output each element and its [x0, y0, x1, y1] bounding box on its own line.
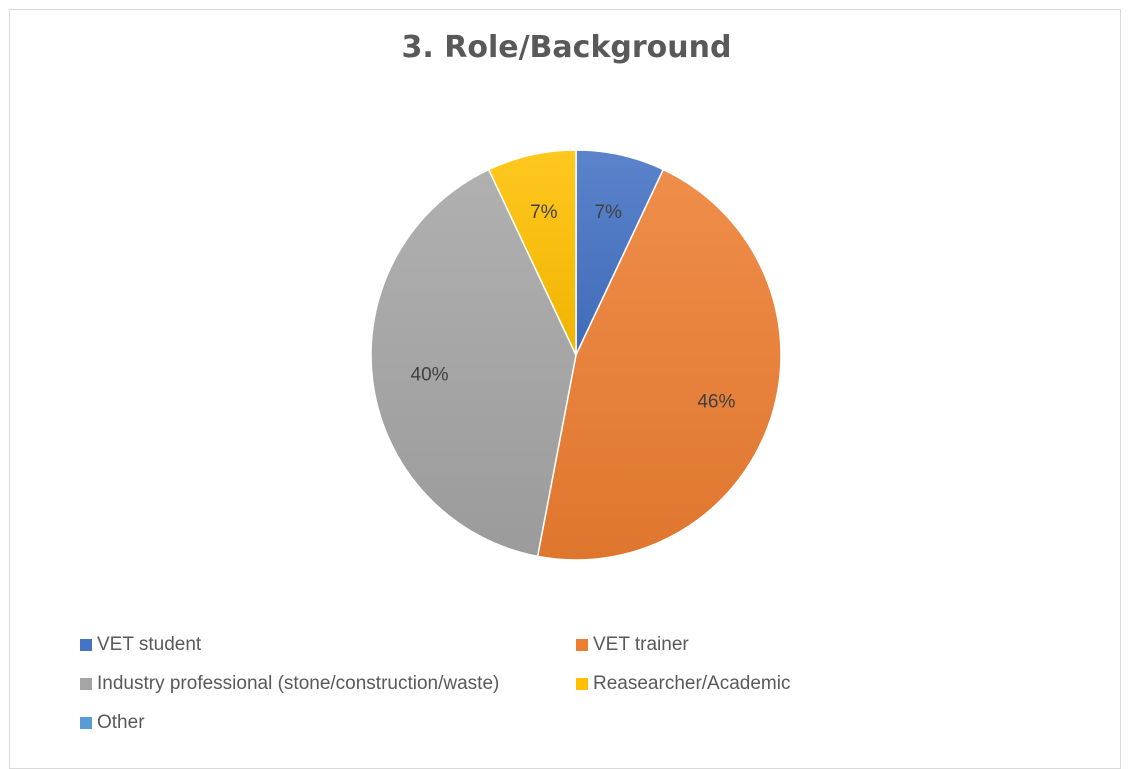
pie-data-labels: 7% 46% 40% 7% [411, 202, 736, 413]
legend-label: Other [97, 712, 145, 733]
pie-slice-vet-trainer [536, 168, 782, 561]
chart-title: 3. Role/Background [401, 30, 732, 65]
legend-label: VET student [97, 634, 202, 655]
pie-slice-industry-professional-stone-construction-waste [370, 168, 577, 558]
data-label-reasearcher-academic: 7% [530, 202, 558, 223]
legend-label: VET trainer [593, 634, 689, 655]
legend-item-vet-student: VET student [80, 634, 201, 656]
legend-swatch [80, 639, 92, 651]
data-label-industry-professional-stone-construction-waste: 40% [411, 365, 449, 386]
legend-item-vet-trainer: VET trainer [576, 634, 689, 656]
pie-slice-reasearcher-academic [487, 149, 577, 356]
pie-slices [370, 149, 782, 561]
legend-swatch [576, 678, 588, 690]
legend-item-reasearcher-academic: Reasearcher/Academic [576, 673, 790, 695]
data-label-vet-student: 7% [594, 202, 622, 223]
legend-item-other: Other [80, 712, 145, 734]
legend-swatch [576, 639, 588, 651]
legend-swatch [80, 717, 92, 729]
legend-swatch [80, 678, 92, 690]
legend-label: Industry professional (stone/constructio… [97, 673, 500, 694]
data-label-vet-trainer: 46% [697, 392, 735, 413]
legend-label: Reasearcher/Academic [593, 673, 791, 694]
legend-item-industry-professional-stone-construction-waste: Industry professional (stone/constructio… [80, 673, 499, 695]
